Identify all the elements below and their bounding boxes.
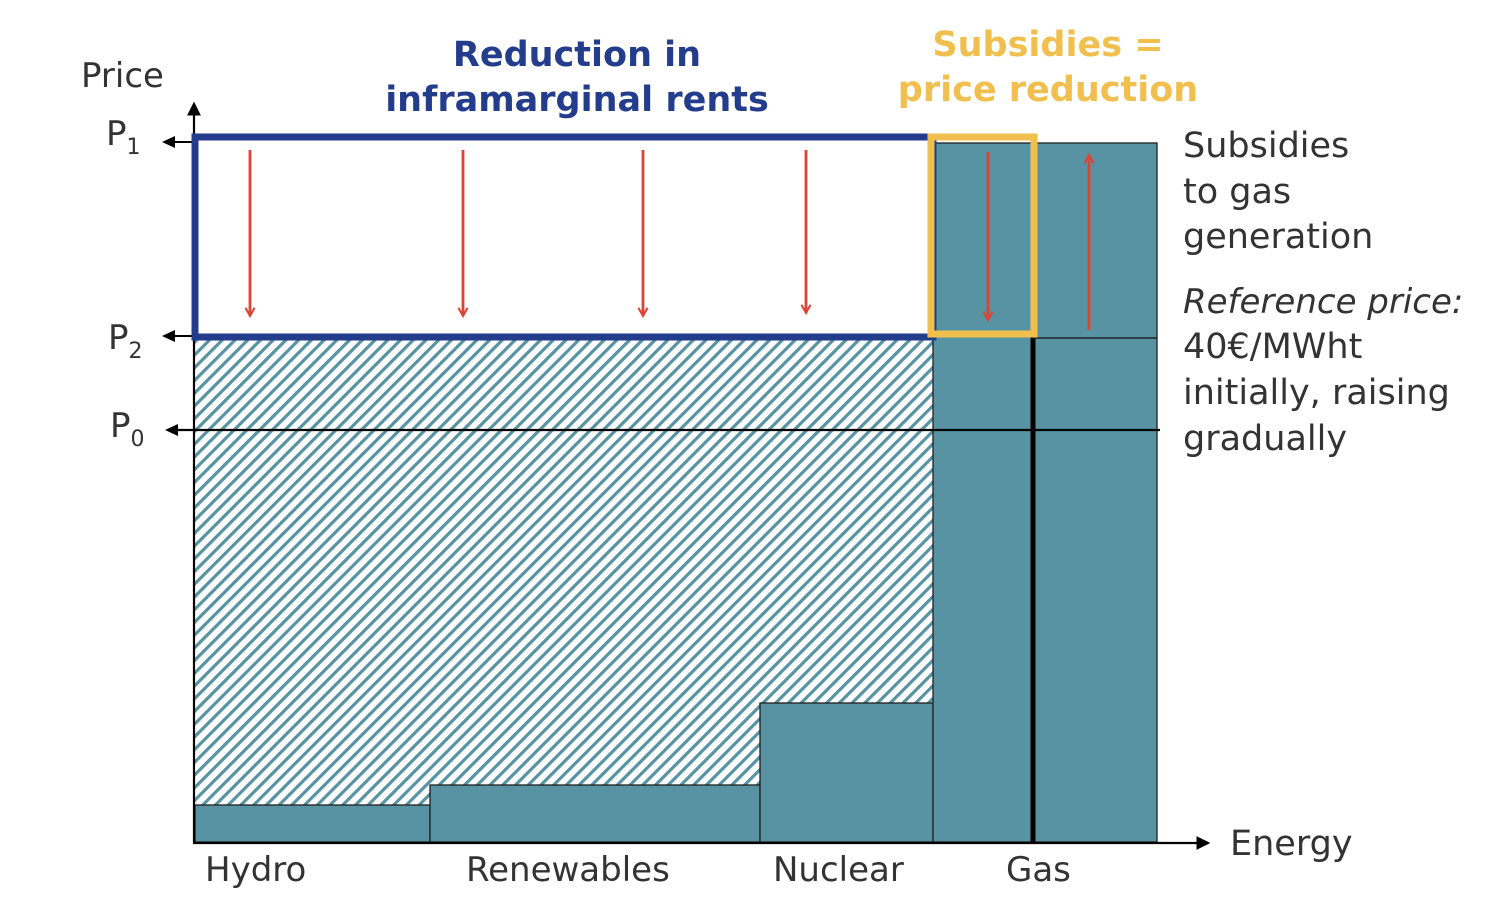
supply-bars — [194, 142, 1158, 843]
reference-price-line-2: initially, raising — [1183, 373, 1450, 413]
inframarginal-rent-area — [195, 338, 933, 805]
p2-arrowhead — [162, 330, 175, 342]
side-note-line-2: to gas — [1183, 172, 1291, 212]
subsidies-headline-line2: price reduction — [898, 70, 1198, 110]
gas-bar-left — [932, 142, 1034, 843]
side-note-line-1: Subsidies — [1183, 126, 1349, 166]
reference-price-line-1: 40€/MWht — [1183, 327, 1362, 367]
renewables-bar — [429, 784, 761, 843]
side-note-line-3: generation — [1183, 217, 1373, 257]
p2-label: P2 — [108, 318, 143, 364]
category-hydro: Hydro — [205, 850, 306, 890]
p1-label: P1 — [106, 114, 141, 160]
p0-label: P0 — [110, 406, 145, 452]
category-nuclear: Nuclear — [773, 850, 904, 890]
subsidies-headline-line1: Subsidies = — [932, 25, 1163, 65]
rent-reduction-box — [191, 133, 937, 341]
reference-price-line-3: gradually — [1183, 419, 1347, 459]
price-reduction-arrows — [250, 150, 1089, 330]
x-axis-label: Energy — [1230, 824, 1353, 864]
subsidy-box — [927, 133, 1038, 338]
category-renewables: Renewables — [466, 850, 670, 890]
y-axis-label: Price — [81, 56, 164, 96]
hydro-bar — [194, 804, 431, 843]
rents-headline-line1: Reduction in — [453, 35, 701, 75]
gas-bar-right — [1032, 142, 1158, 843]
reference-price-heading: Reference price: — [1183, 282, 1463, 322]
p0-arrowhead — [165, 424, 178, 436]
p1-arrowhead — [162, 136, 175, 148]
rents-headline-line2: inframarginal rents — [385, 80, 769, 120]
side-note: Subsidies to gas generation Reference pr… — [1183, 126, 1463, 459]
category-gas: Gas — [1006, 850, 1071, 890]
nuclear-bar — [759, 702, 934, 843]
